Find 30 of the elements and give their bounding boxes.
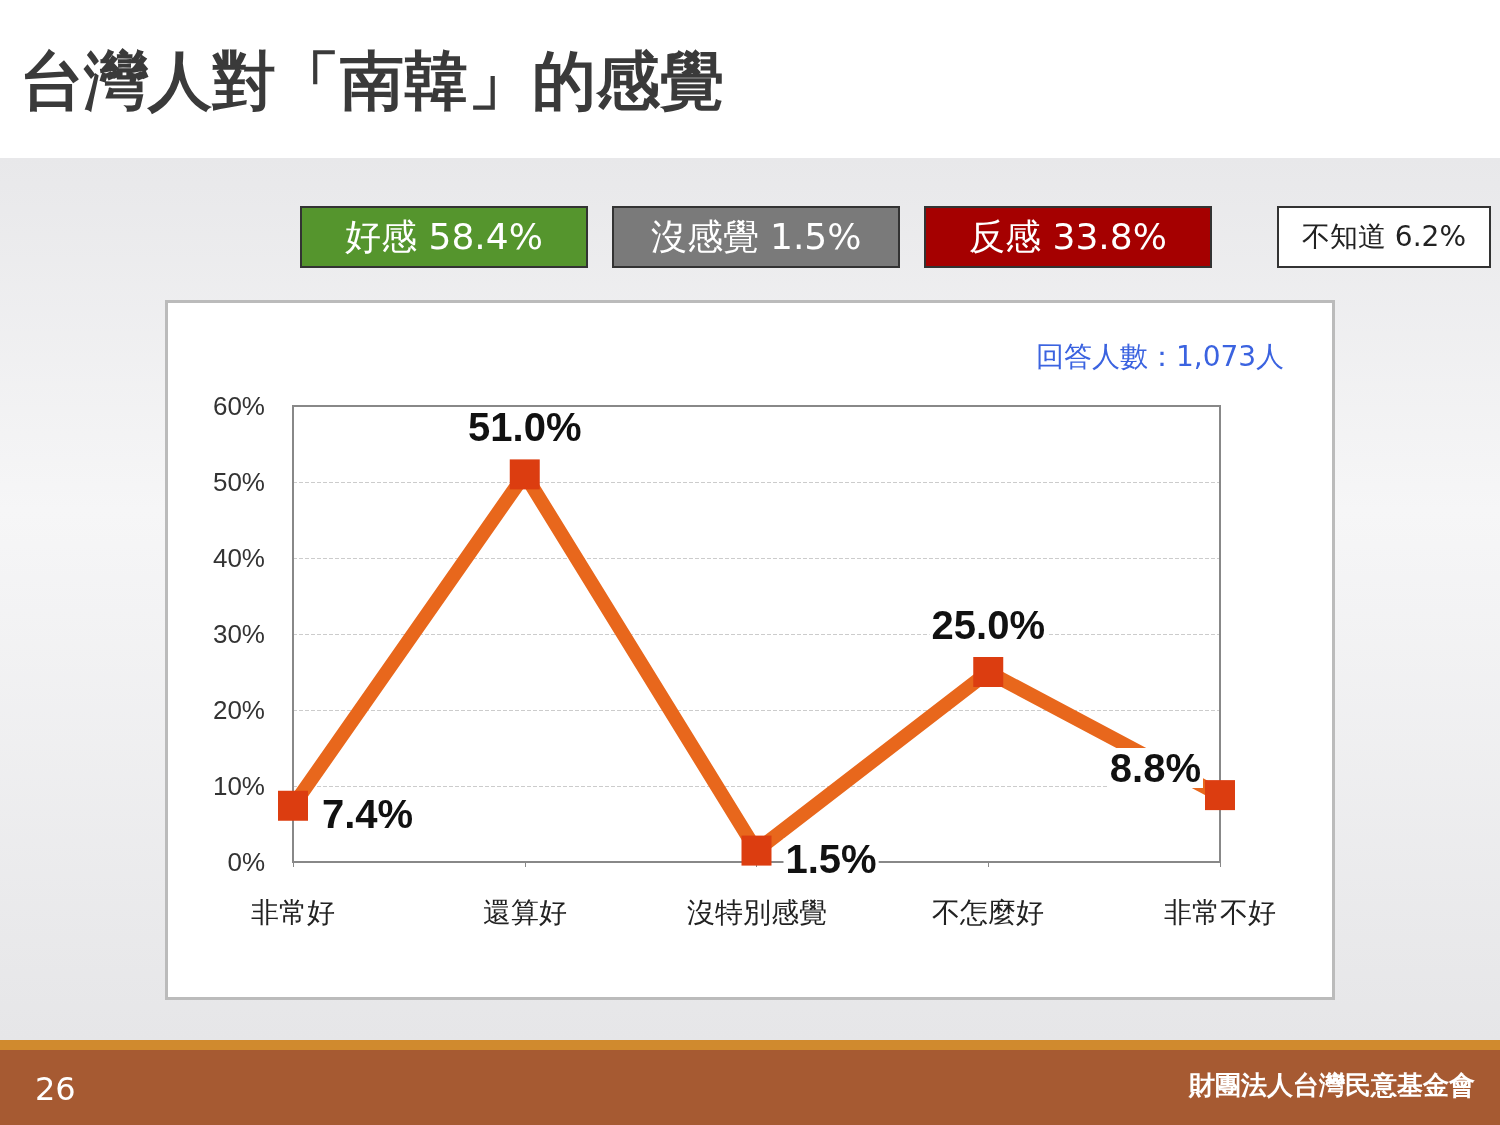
x-tick-label: 沒特別感覺 — [686, 896, 827, 928]
x-tick-label: 非常不好 — [1164, 896, 1276, 928]
x-tick-label: 不怎麼好 — [932, 896, 1045, 928]
point — [973, 657, 1004, 687]
y-tick-label: 30% — [212, 619, 265, 649]
text: 回答人數：1,073人 — [1036, 339, 1285, 375]
text: 反感 33.8% — [924, 206, 1212, 268]
chart-title: 台灣人對「南韓」的感覺 — [20, 43, 724, 120]
y-tick-label: 0% — [227, 847, 265, 877]
text: 不知道 6.2% — [1277, 206, 1491, 268]
data-label: 25.0% — [931, 603, 1045, 647]
y-tick-label: 50% — [212, 467, 265, 497]
point — [1205, 780, 1235, 811]
point — [278, 790, 308, 821]
text: 好感 58.4% — [300, 206, 588, 268]
y-tick-label: 10% — [212, 771, 265, 801]
text: 26 — [35, 1070, 76, 1108]
y-tick-label: 20% — [212, 695, 265, 725]
x-tick-label: 非常好 — [251, 896, 335, 928]
data-label: 7.4% — [322, 791, 414, 836]
text: 沒感覺 1.5% — [612, 206, 900, 268]
data-label: 1.5% — [785, 836, 877, 881]
data-label: 51.0% — [468, 405, 582, 450]
x-tick-label: 還算好 — [482, 896, 567, 928]
data-label: 8.8% — [1109, 746, 1201, 791]
y-tick-label: 40% — [212, 543, 265, 573]
text: 財團法人台灣民意基金會 — [1189, 1069, 1475, 1102]
point — [741, 835, 772, 866]
point — [509, 459, 540, 490]
y-tick-label: 60% — [212, 391, 265, 421]
